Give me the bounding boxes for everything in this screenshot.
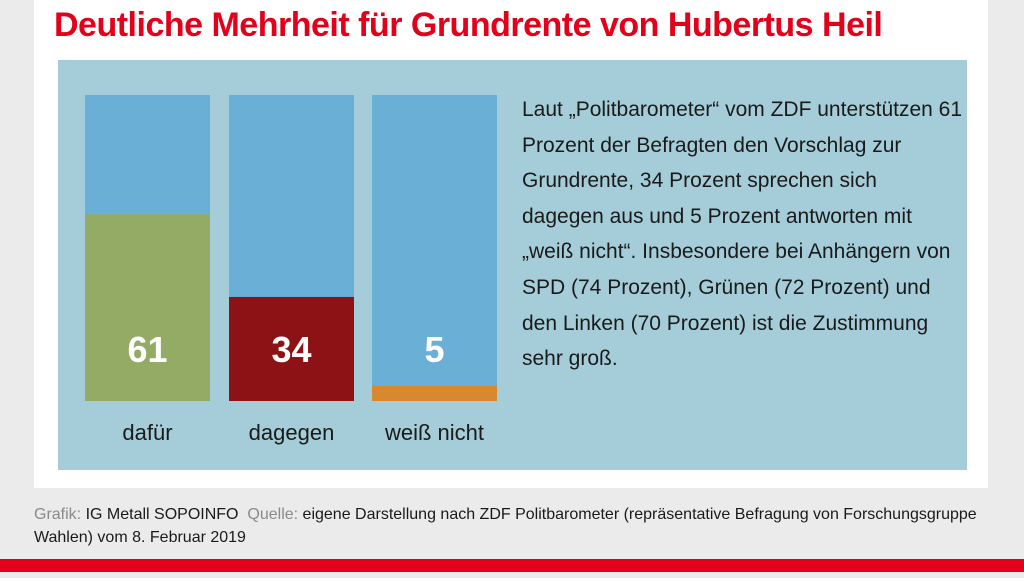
- data-label-0: 61: [127, 329, 167, 370]
- grafik-value: IG Metall SOPOINFO: [85, 506, 239, 523]
- bar-value-2: [372, 385, 497, 401]
- quelle-value: eigene Darstellung nach ZDF Politbaromet…: [34, 506, 977, 546]
- footer-credits: Grafik: IG Metall SOPOINFO Quelle: eigen…: [34, 503, 994, 549]
- bar-value-0: [85, 214, 210, 401]
- chart-title: Deutliche Mehrheit für Grundrente von Hu…: [54, 6, 883, 44]
- category-label-weiss-nicht: weiß nicht: [384, 420, 485, 445]
- data-label-2: 5: [424, 329, 444, 370]
- bar-remainder-2: [372, 95, 497, 401]
- accent-line: [0, 559, 1024, 572]
- quelle-label: Quelle:: [247, 506, 299, 523]
- category-label-dagegen: dagegen: [248, 420, 335, 445]
- bar-chart: 61 34 5: [85, 95, 497, 401]
- data-label-1: 34: [271, 329, 311, 370]
- category-label-dafuer: dafür: [122, 420, 173, 445]
- grafik-label: Grafik:: [34, 506, 82, 523]
- description-text: Laut „Politbarometer“ vom ZDF unterstütz…: [522, 98, 963, 371]
- bar-value-1: [229, 296, 354, 401]
